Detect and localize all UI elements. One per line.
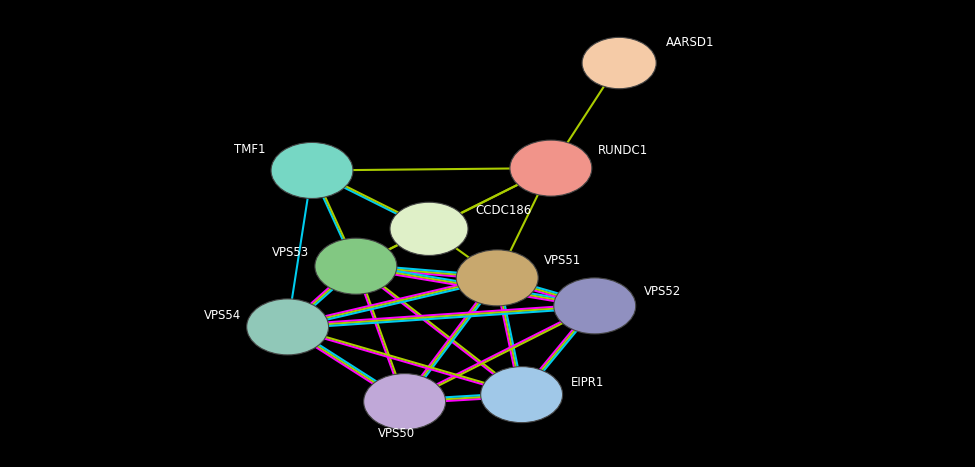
Text: VPS53: VPS53 [272, 246, 309, 259]
Ellipse shape [481, 367, 563, 423]
Text: VPS51: VPS51 [544, 254, 581, 267]
Ellipse shape [390, 202, 468, 255]
Ellipse shape [582, 37, 656, 89]
Text: EIPR1: EIPR1 [570, 376, 604, 389]
Text: CCDC186: CCDC186 [476, 204, 532, 217]
Ellipse shape [364, 374, 446, 430]
Ellipse shape [510, 140, 592, 196]
Ellipse shape [554, 278, 636, 334]
Text: AARSD1: AARSD1 [666, 35, 715, 49]
Ellipse shape [247, 299, 329, 355]
Ellipse shape [315, 238, 397, 294]
Text: VPS52: VPS52 [644, 285, 681, 298]
Text: TMF1: TMF1 [234, 143, 265, 156]
Ellipse shape [271, 142, 353, 198]
Text: VPS50: VPS50 [378, 427, 415, 440]
Ellipse shape [456, 250, 538, 306]
Text: VPS54: VPS54 [204, 309, 241, 322]
Text: RUNDC1: RUNDC1 [598, 144, 648, 157]
